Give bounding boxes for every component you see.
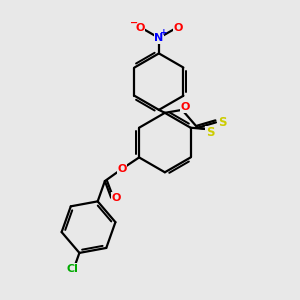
Text: S: S [206, 126, 214, 139]
Text: O: O [112, 193, 121, 203]
Text: S: S [218, 116, 227, 129]
Text: −: − [130, 17, 138, 28]
Text: O: O [117, 164, 127, 174]
Text: O: O [180, 102, 190, 112]
Text: N: N [154, 33, 164, 43]
Text: Cl: Cl [67, 264, 78, 274]
Text: +: + [160, 28, 168, 37]
Text: O: O [135, 22, 145, 32]
Text: O: O [173, 22, 183, 32]
